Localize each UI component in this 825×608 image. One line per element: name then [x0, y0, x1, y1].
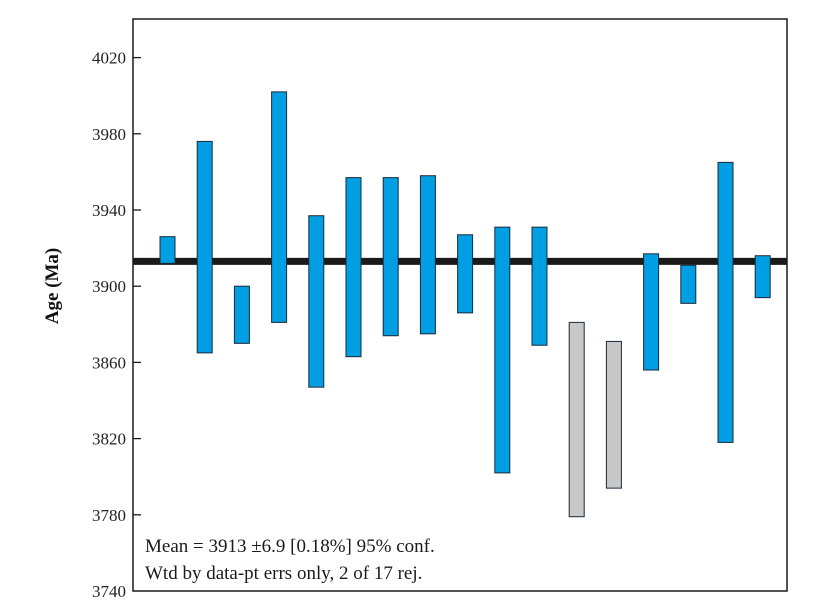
error-box	[196, 140, 213, 354]
y-tick-label: 3900	[92, 277, 126, 296]
y-tick-label: 3980	[92, 125, 126, 144]
error-box	[457, 234, 474, 314]
y-tick-label: 3940	[92, 201, 126, 220]
y-tick-label: 3820	[92, 430, 126, 449]
error-box-rejected	[568, 321, 585, 518]
error-box	[233, 285, 250, 344]
y-axis-title: Age (Ma)	[42, 248, 63, 325]
error-box	[680, 264, 697, 304]
y-axis-tick-labels: 3740 3780 3820 3860 3900 3940 3980 4020	[92, 49, 126, 601]
error-box	[308, 215, 325, 388]
error-box	[494, 226, 511, 474]
annotation-weighting: Wtd by data-pt errs only, 2 of 17 rej.	[145, 563, 422, 584]
y-axis-ticks	[133, 56, 141, 516]
error-box	[419, 175, 436, 335]
plot-frame	[132, 18, 788, 592]
error-box	[643, 253, 660, 371]
error-boxes	[159, 91, 771, 518]
error-box	[717, 161, 734, 443]
error-box	[271, 91, 288, 323]
y-tick-label: 3860	[92, 353, 126, 372]
error-box-rejected	[605, 340, 622, 489]
y-tick-label: 3740	[92, 582, 126, 601]
error-box	[754, 255, 771, 299]
y-tick-label: 3780	[92, 506, 126, 525]
annotation-mean: Mean = 3913 ±6.9 [0.18%] 95% conf.	[145, 536, 435, 557]
error-box	[531, 226, 548, 346]
error-box	[382, 177, 399, 337]
error-box	[345, 177, 362, 358]
y-tick-label: 4020	[92, 49, 126, 68]
error-box	[159, 236, 176, 264]
